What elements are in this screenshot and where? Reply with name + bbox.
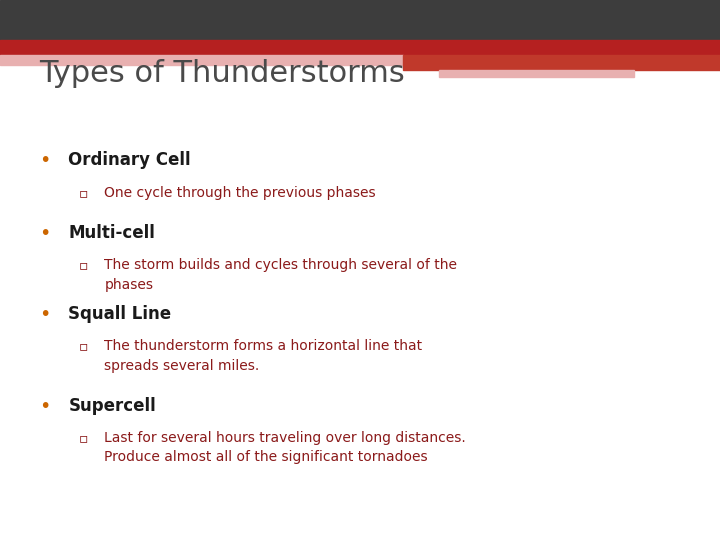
Text: One cycle through the previous phases: One cycle through the previous phases <box>104 186 376 200</box>
Bar <box>0 55 403 65</box>
Text: Ordinary Cell: Ordinary Cell <box>68 151 191 169</box>
Text: Types of Thunderstorms: Types of Thunderstorms <box>40 59 405 89</box>
Text: The storm builds and cycles through several of the
phases: The storm builds and cycles through seve… <box>104 258 457 292</box>
Text: Last for several hours traveling over long distances.
Produce almost all of the : Last for several hours traveling over lo… <box>104 431 466 464</box>
Text: ▫: ▫ <box>79 186 89 200</box>
Text: •: • <box>40 224 51 243</box>
Text: •: • <box>40 305 51 324</box>
Text: •: • <box>40 397 51 416</box>
Text: Squall Line: Squall Line <box>68 305 171 323</box>
Bar <box>0 0 720 40</box>
Text: Supercell: Supercell <box>68 397 156 415</box>
Text: ▫: ▫ <box>79 258 89 272</box>
Text: ▫: ▫ <box>79 431 89 445</box>
Bar <box>439 70 634 77</box>
Text: Multi-cell: Multi-cell <box>68 224 156 242</box>
Text: The thunderstorm forms a horizontal line that
spreads several miles.: The thunderstorm forms a horizontal line… <box>104 339 423 373</box>
Bar <box>403 55 720 70</box>
Text: ▫: ▫ <box>79 339 89 353</box>
Text: •: • <box>40 151 51 170</box>
Bar <box>0 40 720 55</box>
